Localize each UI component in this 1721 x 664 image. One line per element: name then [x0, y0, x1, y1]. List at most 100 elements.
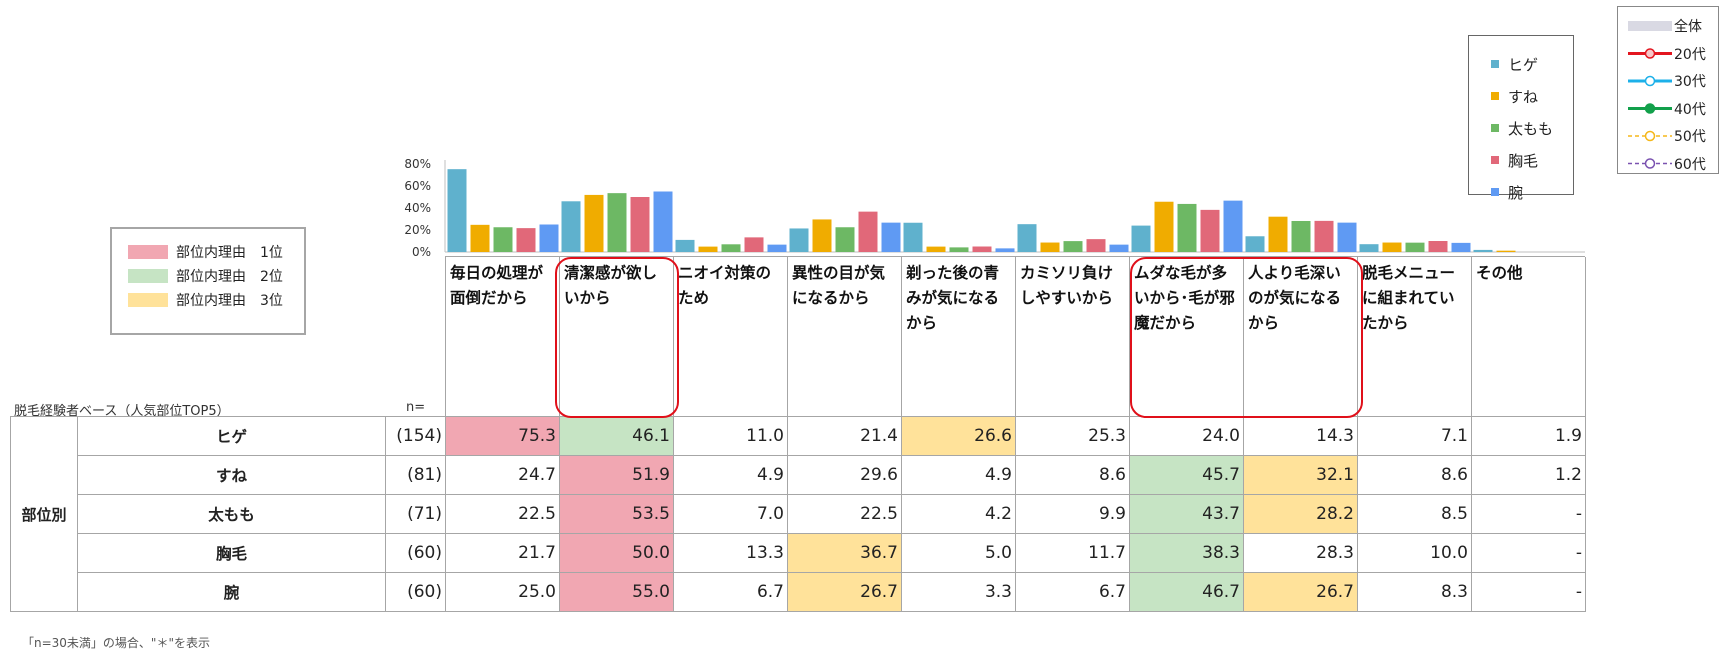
value-cell: 6.7	[673, 572, 788, 612]
bar	[1268, 216, 1288, 252]
category-label: 剃った後の青みが気になるから	[901, 257, 1015, 417]
legend-label: すね	[1508, 87, 1539, 106]
bar	[1451, 242, 1471, 252]
bar	[1291, 220, 1311, 252]
category-label: ムダな毛が多いから･毛が邪魔だから	[1129, 257, 1243, 417]
part-label: 腕	[77, 572, 386, 612]
value-cell: 46.1	[559, 416, 674, 456]
sample-size: (71)	[385, 494, 446, 534]
value-cell: 1.9	[1471, 416, 1586, 456]
value-cell: 45.7	[1129, 455, 1244, 495]
bar	[630, 197, 650, 252]
value-cell: 9.9	[1015, 494, 1130, 534]
age-line-legend: 全体 20代 30代 40代 50代 60代	[1617, 6, 1719, 174]
value-cell: 8.6	[1015, 455, 1130, 495]
bar	[767, 244, 787, 252]
y-tick-label: 0%	[412, 245, 431, 259]
value-cell: 6.7	[1015, 572, 1130, 612]
part-label: すね	[77, 455, 386, 495]
line-legend-label: 40代	[1674, 101, 1706, 118]
value-cell: 21.4	[787, 416, 902, 456]
bar	[584, 194, 604, 252]
legend-marker	[1644, 75, 1656, 87]
value-cell: 1.2	[1471, 455, 1586, 495]
value-cell: 28.3	[1243, 533, 1358, 573]
bar	[698, 246, 718, 252]
sample-size: (60)	[385, 533, 446, 573]
legend-label: 胸毛	[1508, 151, 1539, 170]
bar	[561, 201, 581, 252]
y-tick-label: 40%	[404, 201, 431, 215]
category-border	[1585, 257, 1593, 417]
value-cell: -	[1471, 494, 1586, 534]
category-label: 人より毛深いのが気になるから	[1243, 257, 1357, 417]
bar	[1063, 241, 1083, 252]
legend-marker	[1644, 48, 1656, 59]
part-label: 胸毛	[77, 533, 386, 573]
bar	[607, 193, 627, 252]
bar	[1017, 224, 1037, 252]
legend-label: ヒゲ	[1508, 55, 1539, 74]
value-cell: 36.7	[787, 533, 902, 573]
category-label: 清潔感が欲しいから	[559, 257, 673, 417]
legend-swatch	[1491, 188, 1499, 196]
bar	[516, 228, 536, 252]
value-cell: 55.0	[559, 572, 674, 612]
table-row: 腕 (60) 25.0 55.0 6.7 26.7 3.3 6.7 46.7 26.7 8.3-	[11, 572, 1586, 612]
value-cell: 46.7	[1129, 572, 1244, 612]
bar	[1473, 249, 1493, 252]
category-label: 異性の目が気になるから	[787, 257, 901, 417]
table-row: すね (81) 24.7 51.9 4.9 29.6 4.9 8.6 45.7 32.1 8.6 1.…	[11, 455, 1586, 495]
value-cell: 10.0	[1357, 533, 1472, 573]
bar	[1314, 220, 1334, 252]
bar	[812, 219, 832, 252]
category-label: 脱毛メニューに組まれていたから	[1357, 257, 1471, 417]
footnote: 「n=30未満」の場合、"＊"を表示	[22, 636, 210, 650]
bar	[1359, 244, 1379, 252]
legend-item: 太もも	[1469, 112, 1573, 144]
category-label: 毎日の処理が面倒だから	[445, 257, 559, 417]
rank-legend-item: 部位内理由 1位	[128, 240, 304, 264]
value-cell: 26.7	[1243, 572, 1358, 612]
bar	[789, 228, 809, 252]
group-label: 部位別	[10, 416, 78, 612]
value-cell: 29.6	[787, 455, 902, 495]
base-label: 脱毛経験者ベース（人気部位TOP5）	[14, 404, 230, 419]
legend-swatch	[1491, 156, 1499, 164]
line-legend-label: 全体	[1674, 19, 1702, 35]
value-cell: 3.3	[901, 572, 1016, 612]
highlight-frame-hair-amount	[1130, 257, 1363, 418]
y-tick-label: 80%	[404, 157, 431, 171]
category-label: その他	[1471, 257, 1585, 417]
legend-marker	[1644, 130, 1656, 142]
line-legend-label: 20代	[1674, 46, 1706, 63]
legend-marker	[1644, 103, 1656, 114]
rank-legend-item: 部位内理由 2位	[128, 264, 304, 288]
value-cell: 38.3	[1129, 533, 1244, 573]
rank-swatch	[128, 245, 168, 259]
rank-swatch	[128, 269, 168, 283]
bar	[1245, 236, 1265, 252]
category-label: カミソリ負けしやすいから	[1015, 257, 1129, 417]
sample-size: (154)	[385, 416, 446, 456]
bar	[972, 246, 992, 252]
y-tick-label: 20%	[404, 223, 431, 237]
bar	[858, 211, 878, 252]
bar	[1223, 200, 1243, 252]
bar	[1496, 250, 1516, 252]
bar	[881, 222, 901, 252]
bar	[470, 224, 490, 252]
legend-marker	[1644, 158, 1656, 169]
value-cell: 43.7	[1129, 494, 1244, 534]
bar	[835, 227, 855, 252]
legend-item: すね	[1469, 80, 1573, 112]
bar	[1109, 244, 1129, 252]
value-cell: 11.7	[1015, 533, 1130, 573]
bar	[1405, 242, 1425, 252]
bar	[995, 248, 1015, 252]
value-cell: 8.6	[1357, 455, 1472, 495]
bar	[1337, 222, 1357, 252]
legend-swatch	[1491, 60, 1499, 68]
legend-band	[1628, 21, 1672, 31]
value-cell: 22.5	[445, 494, 560, 534]
